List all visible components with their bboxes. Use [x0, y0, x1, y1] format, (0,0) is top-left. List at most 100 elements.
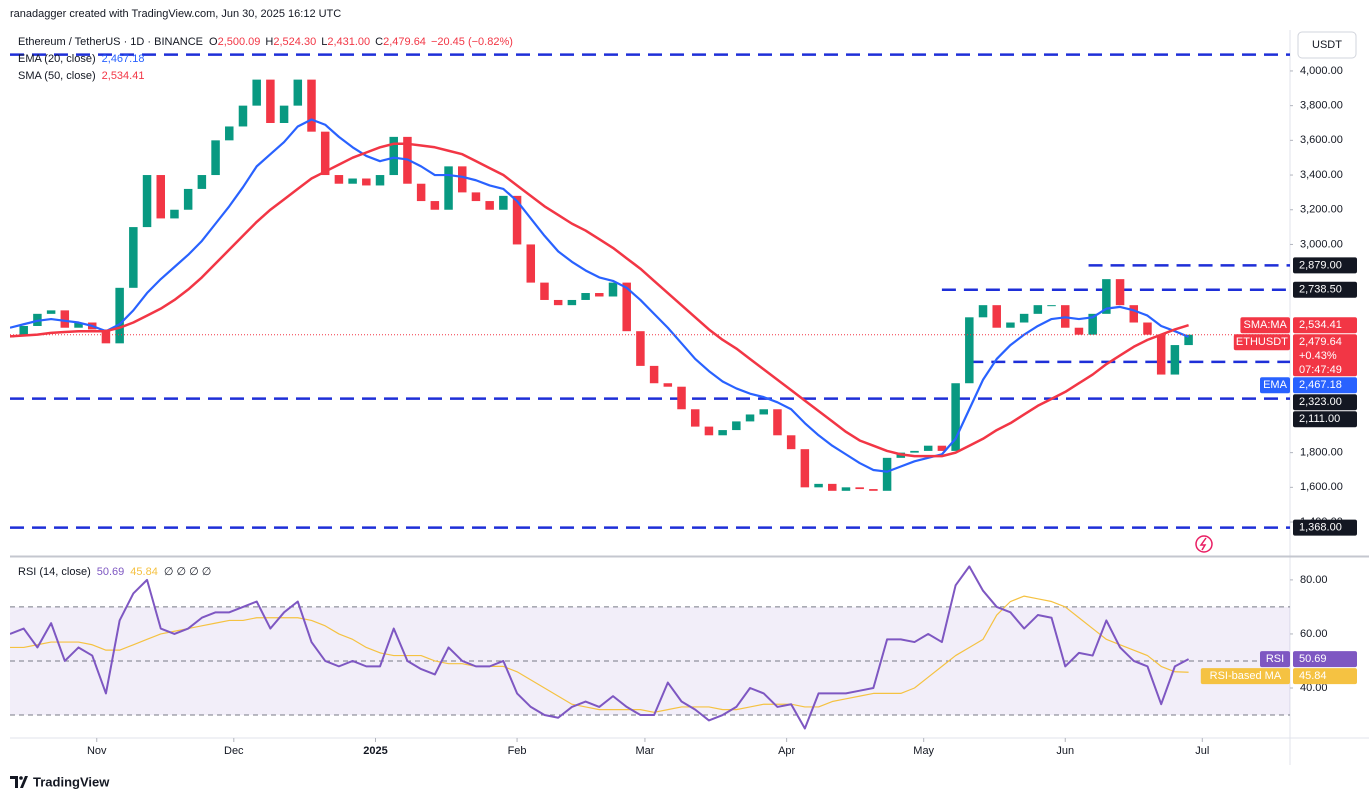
candle-body [129, 227, 138, 288]
candle-body [1006, 322, 1015, 328]
ohlc-value: 2,479.64 [383, 36, 426, 48]
y-tick-label: 80.00 [1300, 574, 1328, 586]
rsi-ma-line [10, 595, 1189, 713]
price-box [1293, 334, 1357, 377]
y-tick-label: 3,400.00 [1300, 169, 1343, 181]
candle-body [745, 414, 755, 422]
price-box [1293, 317, 1357, 334]
alert-bolt[interactable] [1199, 537, 1207, 551]
price-box [1293, 377, 1357, 394]
candle-body [608, 282, 618, 297]
candle-body [951, 383, 960, 451]
series-name: EMA (20, close) [18, 53, 96, 65]
price-box-text: 07:47:49 [1299, 364, 1342, 376]
moving-average-line [10, 118, 1190, 473]
price-tag-text: RSI-based MA [1210, 670, 1282, 682]
x-tick-label: Jun [1056, 745, 1074, 757]
price-box-text: 2,534.41 [1299, 319, 1342, 331]
candle-body [786, 435, 796, 450]
rsi-ma-line-group [10, 595, 1189, 713]
y-tick-label: 3,800.00 [1300, 100, 1343, 112]
moving-average-line [10, 142, 1189, 458]
candle-body [101, 329, 111, 344]
series-name: SMA (50, close) [18, 70, 96, 82]
candle-body [334, 175, 344, 184]
price-tag-text: RSI [1266, 653, 1284, 665]
price-box [1293, 668, 1357, 685]
candle-body [266, 79, 275, 123]
brand: TradingView [10, 774, 110, 789]
moving-average-line-group [10, 142, 1189, 458]
candle-body [828, 483, 837, 491]
x-tick-label: Feb [508, 745, 527, 757]
ohlc-value: 2,431.00 [327, 36, 370, 48]
candle-body [19, 325, 28, 337]
rsi-value: 50.69 [97, 566, 125, 578]
y-tick-label: 60.00 [1300, 628, 1328, 640]
candle-body [238, 105, 248, 127]
candle-body [1170, 345, 1180, 375]
price-tag [1200, 668, 1290, 685]
candle-body [320, 131, 330, 176]
price-tag [1233, 334, 1290, 351]
candle-body [307, 79, 316, 132]
candle-body [430, 201, 440, 210]
candle-body [855, 487, 864, 490]
candle-body [348, 178, 357, 184]
candle-body [800, 449, 810, 488]
y-tick-label: 1,800.00 [1300, 447, 1343, 459]
alert-ring[interactable] [1195, 535, 1213, 553]
brand-logo [10, 776, 28, 788]
candle-body [814, 483, 823, 488]
y-tick-label: 3,600.00 [1300, 134, 1343, 146]
candle-body [444, 166, 453, 210]
candle-body [718, 430, 727, 436]
candle-body [375, 175, 385, 186]
candle-body [1143, 322, 1152, 335]
byline: ranadagger created with TradingView.com,… [10, 8, 341, 20]
candle-body [471, 192, 481, 202]
candle-body [759, 409, 768, 415]
candle-body [663, 383, 673, 387]
x-tick-label: Mar [635, 745, 654, 757]
candle-body [74, 322, 83, 328]
price-tag [1260, 651, 1290, 668]
currency-button[interactable] [1297, 31, 1357, 59]
candle-body [1129, 305, 1139, 323]
x-tick-label: Jul [1195, 745, 1209, 757]
ohlc-value: 2,524.30 [273, 36, 316, 48]
candle-body [526, 244, 536, 283]
candle-body [869, 489, 878, 491]
candle-body [416, 183, 426, 202]
x-tick-label: May [913, 745, 934, 757]
candle-body [937, 445, 947, 451]
rsi-line [10, 565, 1190, 730]
price-box [1293, 394, 1357, 411]
price-box-text: 1,368.00 [1299, 521, 1342, 533]
x-tick-label: Nov [87, 745, 107, 757]
currency[interactable]: USDT [1312, 39, 1342, 51]
candle-body [1102, 279, 1111, 314]
rsi-extra: ∅ ∅ ∅ ∅ [164, 566, 212, 578]
price-box-text: 2,479.64 [1299, 336, 1342, 348]
candle-body [46, 310, 56, 314]
candle-body [992, 305, 1001, 328]
candle-body [170, 209, 179, 219]
rsi-line-group [10, 565, 1190, 730]
candle-body [978, 305, 988, 318]
ohlc-key: O [209, 36, 218, 48]
candle-body [1115, 279, 1125, 306]
candle-body [923, 445, 933, 451]
candle-body [156, 175, 165, 219]
price-tag-text: EMA [1263, 379, 1288, 391]
price-box-text: 45.84 [1299, 670, 1327, 682]
candle-body [636, 331, 645, 366]
candle-body [60, 310, 70, 328]
candle-body [279, 105, 289, 123]
alert-icon[interactable] [1195, 535, 1213, 553]
candle-body [499, 195, 508, 210]
price-box-text: 2,738.50 [1299, 284, 1342, 296]
y-tick-label: 1,600.00 [1300, 481, 1343, 493]
legend-main: Ethereum / TetherUS · 1D · BINANCE O2,500… [18, 36, 513, 48]
